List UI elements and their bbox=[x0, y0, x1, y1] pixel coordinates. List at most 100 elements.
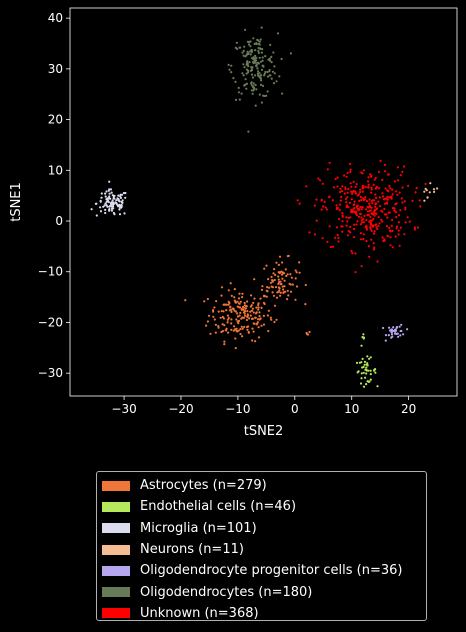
scatter-point bbox=[223, 340, 226, 343]
scatter-point bbox=[100, 196, 103, 199]
legend-swatch bbox=[102, 480, 130, 491]
scatter-point bbox=[245, 318, 248, 322]
scatter-point bbox=[110, 209, 114, 212]
scatter-point bbox=[397, 229, 400, 232]
scatter-point bbox=[118, 213, 122, 216]
scatter-point bbox=[366, 180, 370, 183]
scatter-point bbox=[354, 190, 357, 193]
legend-item: Astrocytes (n=279) bbox=[102, 475, 426, 496]
legend-item: Unknown (n=368) bbox=[102, 603, 426, 624]
scatter-point bbox=[248, 317, 251, 320]
scatter-point bbox=[362, 187, 365, 190]
scatter-point bbox=[334, 236, 337, 239]
scatter-point bbox=[294, 269, 297, 272]
scatter-point bbox=[252, 330, 255, 333]
scatter-point bbox=[397, 233, 400, 236]
legend: Astrocytes (n=279) Endothelial cells (n=4… bbox=[96, 471, 427, 621]
scatter-point bbox=[360, 344, 363, 347]
scatter-point bbox=[223, 303, 226, 306]
scatter-point bbox=[255, 323, 258, 326]
scatter-point bbox=[263, 267, 266, 270]
scatter-point bbox=[341, 215, 344, 218]
scatter-point bbox=[113, 213, 116, 216]
scatter-point bbox=[257, 303, 260, 307]
scatter-point bbox=[368, 202, 371, 205]
scatter-point bbox=[355, 214, 358, 217]
scatter-point bbox=[260, 288, 264, 291]
legend-label: Neurons (n=11) bbox=[140, 542, 244, 558]
scatter-point bbox=[264, 70, 267, 74]
scatter-point bbox=[392, 326, 395, 329]
scatter-point bbox=[109, 188, 112, 191]
scatter-point bbox=[338, 218, 341, 221]
scatter-point bbox=[373, 199, 376, 202]
scatter-point bbox=[376, 260, 379, 263]
x-tick-label: 10 bbox=[344, 402, 359, 416]
scatter-point bbox=[244, 304, 247, 308]
scatter-point bbox=[365, 240, 368, 243]
scatter-point bbox=[371, 219, 374, 222]
scatter-point bbox=[246, 314, 249, 317]
scatter-point bbox=[375, 196, 378, 200]
scatter-point bbox=[229, 282, 232, 285]
scatter-point bbox=[341, 225, 344, 228]
legend-swatch bbox=[102, 565, 130, 576]
scatter-point bbox=[236, 312, 239, 315]
scatter-point bbox=[375, 226, 378, 229]
scatter-point bbox=[346, 191, 349, 194]
scatter-point bbox=[372, 232, 376, 235]
scatter-point bbox=[233, 325, 236, 328]
scatter-point bbox=[386, 216, 389, 219]
scatter-point bbox=[370, 200, 373, 203]
scatter-point bbox=[253, 59, 256, 62]
legend-label: Endothelial cells (n=46) bbox=[140, 499, 297, 515]
y-tick-label: 0 bbox=[55, 214, 63, 228]
scatter-point bbox=[205, 324, 208, 327]
scatter-point bbox=[286, 289, 289, 292]
scatter-point bbox=[260, 68, 264, 71]
scatter-point bbox=[279, 280, 282, 283]
scatter-point bbox=[230, 294, 233, 297]
scatter-point bbox=[384, 339, 387, 342]
scatter-point bbox=[254, 83, 257, 87]
scatter-point bbox=[320, 208, 323, 211]
scatter-point bbox=[399, 174, 402, 177]
scatter-point bbox=[257, 72, 260, 75]
scatter-point bbox=[399, 226, 402, 229]
x-tick-label: 20 bbox=[401, 402, 416, 416]
scatter-point bbox=[282, 288, 285, 291]
scatter-point bbox=[259, 74, 262, 77]
scatter-point bbox=[391, 218, 394, 222]
scatter-point bbox=[389, 236, 392, 239]
scatter-point bbox=[372, 248, 376, 251]
scatter-point bbox=[252, 37, 255, 40]
scatter-point bbox=[369, 206, 372, 209]
scatter-point bbox=[377, 170, 380, 173]
scatter-point bbox=[252, 56, 255, 59]
scatter-point bbox=[246, 328, 249, 331]
scatter-point bbox=[220, 310, 223, 313]
scatter-point bbox=[238, 302, 241, 305]
scatter-point bbox=[332, 186, 335, 189]
scatter-point bbox=[362, 371, 365, 374]
scatter-point bbox=[369, 373, 372, 376]
scatter-point bbox=[282, 272, 286, 275]
scatter-point bbox=[391, 193, 394, 196]
scatter-point bbox=[250, 84, 254, 87]
scatter-point bbox=[399, 209, 402, 212]
scatter-point bbox=[319, 179, 322, 182]
legend-item: Neurons (n=11) bbox=[102, 539, 426, 560]
scatter-point bbox=[228, 309, 231, 312]
scatter-point bbox=[222, 310, 225, 313]
scatter-point bbox=[277, 282, 280, 285]
scatter-point bbox=[395, 329, 398, 332]
scatter-point bbox=[383, 202, 387, 205]
scatter-point bbox=[347, 230, 350, 233]
scatter-point bbox=[240, 325, 243, 328]
scatter-point bbox=[384, 170, 387, 173]
scatter-point bbox=[269, 74, 272, 77]
scatter-point bbox=[226, 321, 229, 324]
scatter-point bbox=[239, 300, 242, 303]
scatter-point bbox=[286, 273, 289, 276]
scatter-point bbox=[429, 182, 432, 185]
